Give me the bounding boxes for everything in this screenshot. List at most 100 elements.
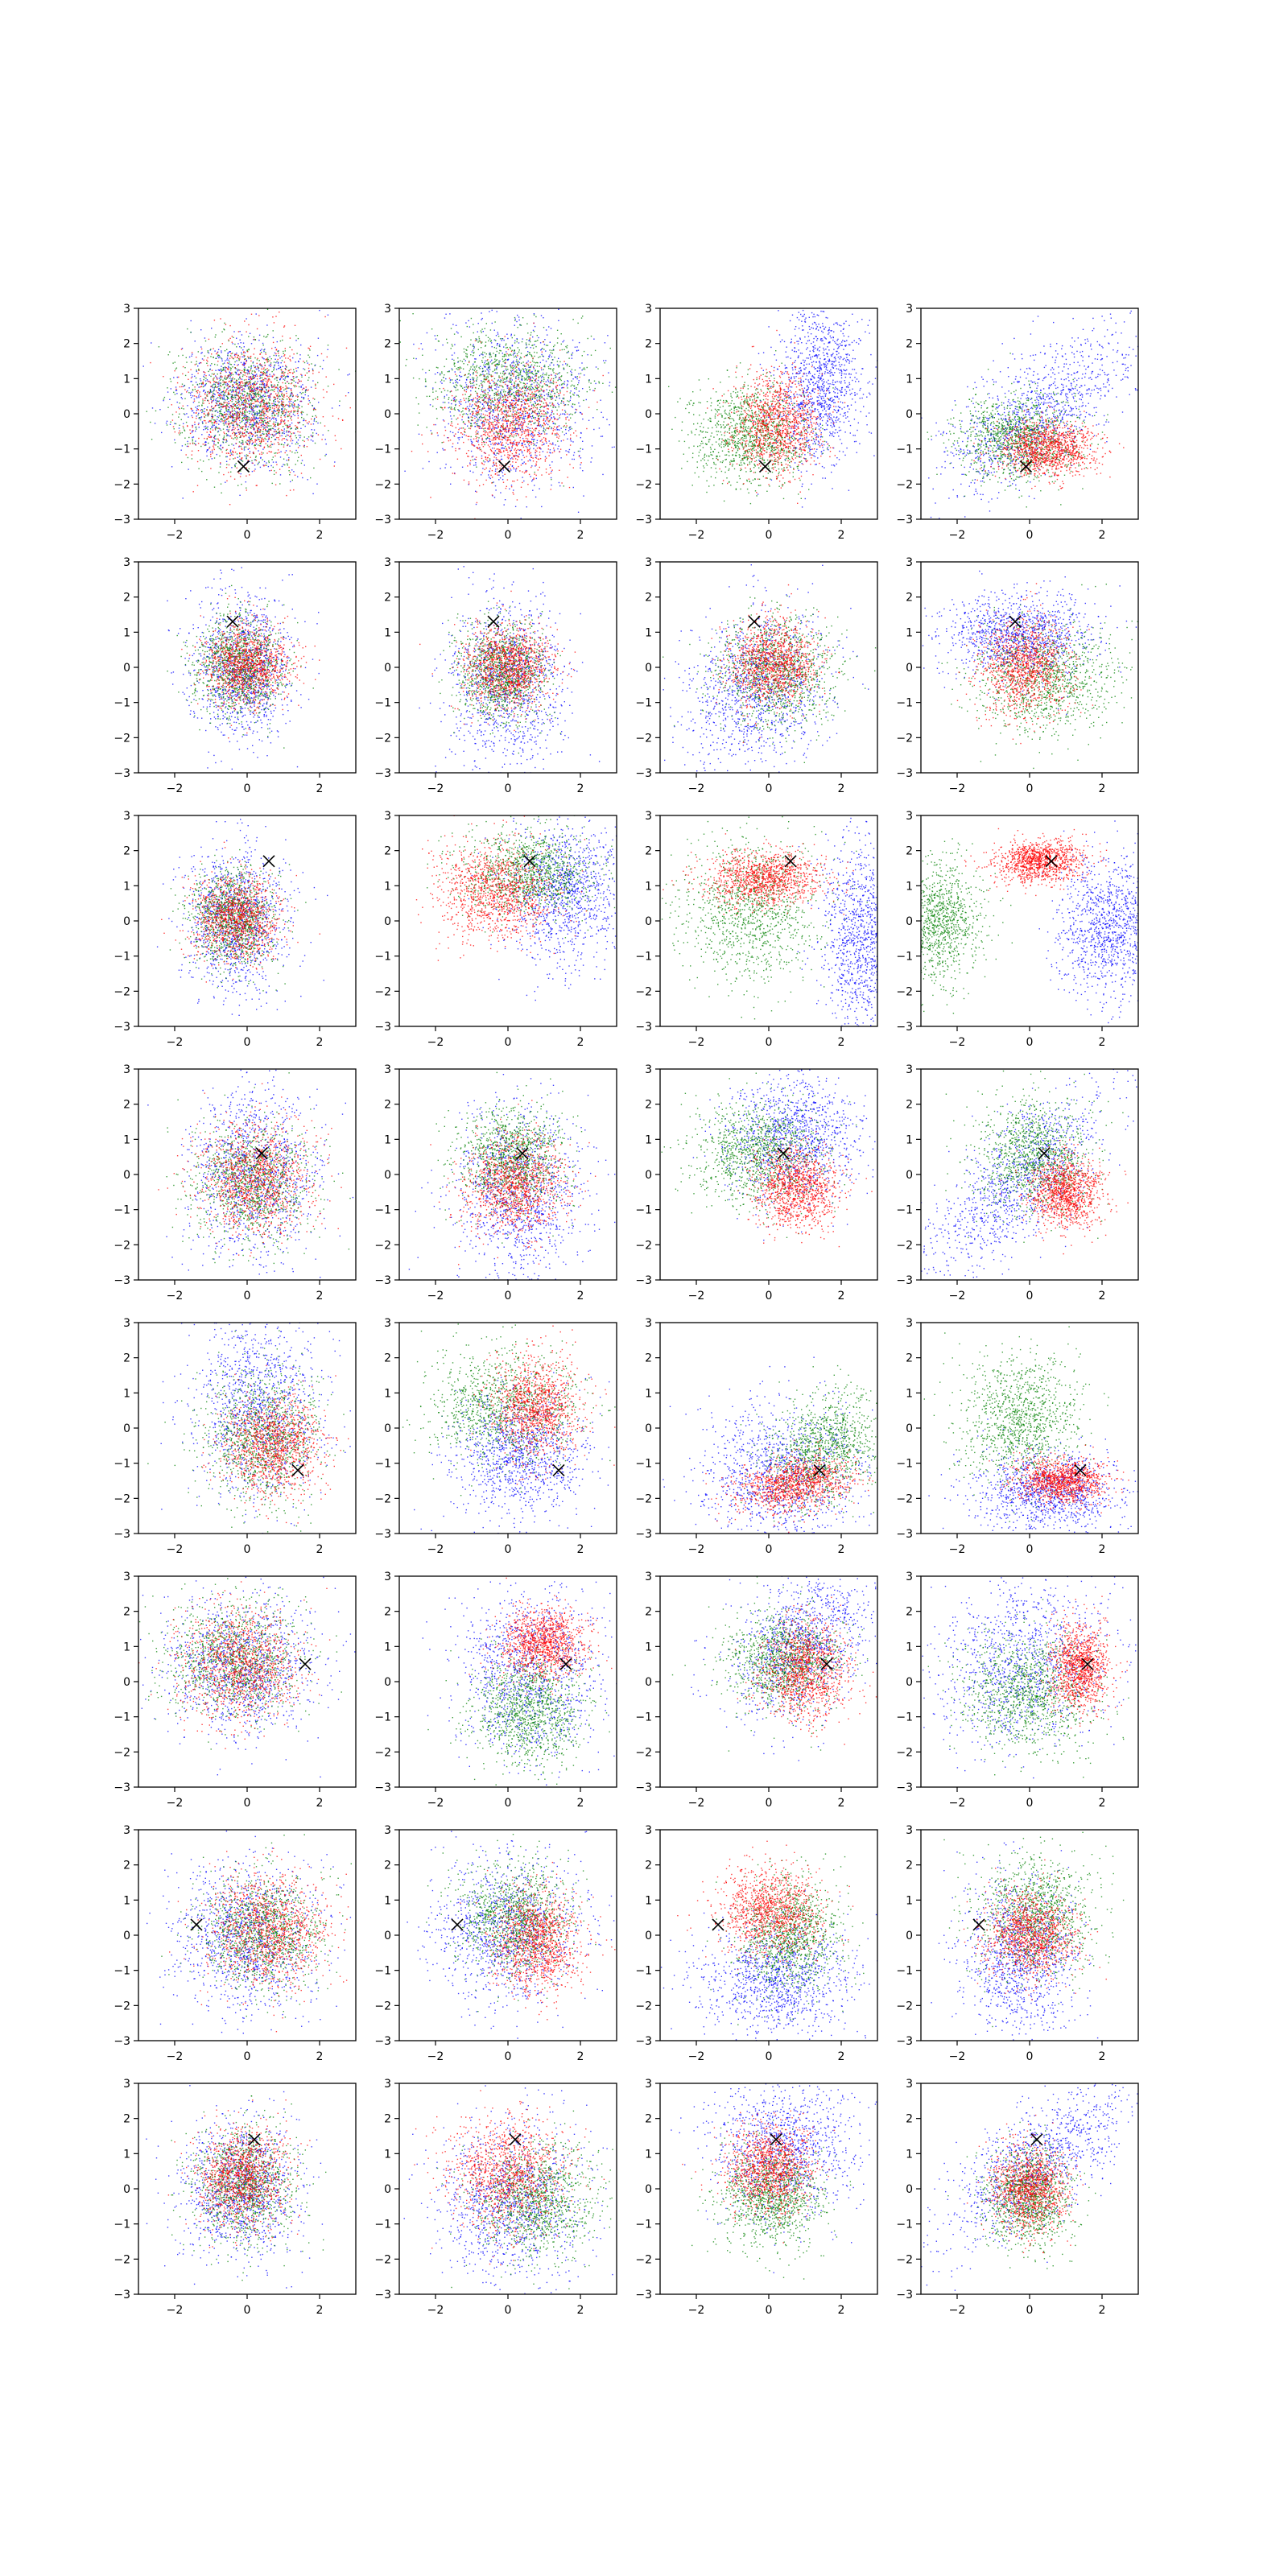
point — [486, 353, 487, 354]
point — [211, 353, 212, 354]
point — [543, 427, 544, 428]
point — [498, 362, 499, 363]
point — [265, 359, 266, 360]
point — [539, 396, 540, 397]
point — [287, 357, 288, 358]
point — [218, 405, 219, 406]
point — [291, 349, 292, 350]
point — [280, 367, 281, 368]
point — [553, 383, 554, 384]
point — [312, 440, 313, 441]
point — [478, 419, 479, 420]
point — [512, 370, 513, 371]
point — [264, 415, 265, 416]
point — [528, 376, 529, 377]
point — [436, 408, 437, 409]
point — [494, 388, 495, 389]
point — [545, 350, 546, 351]
point — [511, 389, 512, 390]
point — [471, 443, 472, 444]
point — [195, 440, 196, 441]
point — [506, 369, 507, 370]
point — [244, 320, 245, 321]
point — [241, 484, 242, 485]
point — [551, 410, 552, 411]
point — [232, 394, 233, 395]
point — [522, 429, 523, 430]
point — [547, 395, 548, 396]
point — [219, 393, 220, 394]
point — [450, 391, 451, 392]
point — [555, 400, 556, 401]
point — [274, 322, 275, 323]
point — [527, 399, 528, 400]
point — [228, 424, 229, 425]
point — [297, 460, 298, 461]
point — [287, 464, 288, 465]
point — [242, 432, 243, 433]
point — [503, 379, 504, 380]
point — [275, 418, 276, 419]
point — [231, 398, 232, 399]
point — [240, 373, 241, 374]
point — [474, 346, 475, 347]
point — [564, 410, 565, 411]
point — [465, 382, 466, 383]
point — [287, 388, 288, 389]
point — [278, 414, 279, 415]
point — [483, 406, 484, 407]
point — [217, 397, 218, 398]
point — [261, 412, 262, 413]
point — [282, 360, 283, 361]
point — [290, 396, 291, 397]
point — [283, 375, 284, 376]
point — [265, 393, 266, 394]
point — [545, 429, 546, 430]
point — [532, 336, 533, 337]
point — [548, 394, 549, 395]
point — [428, 461, 429, 462]
point — [214, 364, 215, 365]
point — [546, 329, 547, 330]
point — [229, 325, 230, 326]
point — [287, 425, 288, 426]
point — [221, 395, 222, 396]
point — [239, 446, 240, 447]
point — [215, 386, 216, 387]
point — [493, 404, 494, 405]
point — [547, 379, 548, 380]
point — [546, 416, 547, 417]
point — [582, 441, 583, 442]
point — [314, 419, 315, 420]
point — [535, 430, 536, 431]
point — [253, 417, 254, 418]
point — [534, 382, 535, 383]
point — [463, 427, 464, 428]
point — [284, 442, 285, 443]
point — [200, 410, 201, 411]
point — [259, 437, 260, 438]
point — [295, 377, 296, 378]
point — [272, 316, 273, 317]
point — [242, 376, 243, 377]
point — [254, 389, 255, 390]
point — [527, 427, 528, 428]
point — [258, 418, 259, 419]
point — [312, 370, 313, 371]
point — [466, 389, 467, 390]
point — [542, 406, 543, 407]
point — [272, 418, 273, 419]
point — [274, 426, 275, 427]
point — [269, 470, 270, 471]
point — [228, 423, 229, 424]
point — [245, 382, 246, 383]
point — [528, 367, 529, 368]
point — [494, 397, 495, 398]
point — [203, 429, 204, 430]
point — [297, 407, 298, 408]
point — [253, 362, 254, 363]
point — [244, 413, 245, 414]
point — [580, 437, 581, 438]
point — [283, 356, 284, 357]
point — [269, 462, 270, 463]
